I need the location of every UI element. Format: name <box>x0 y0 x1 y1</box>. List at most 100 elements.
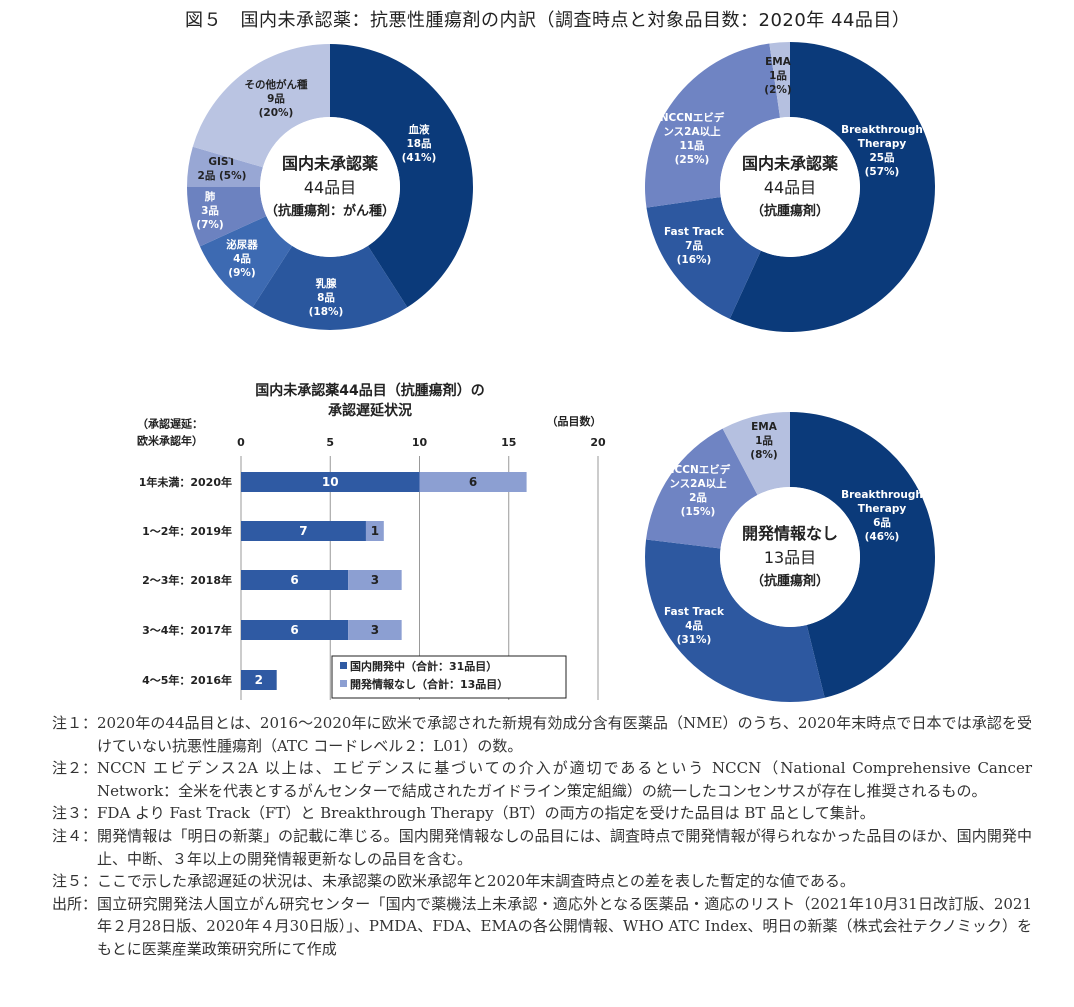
slice-label-line: EMA <box>751 421 778 433</box>
donut-slice <box>645 43 781 208</box>
slice-label-line: 4品 <box>233 253 251 265</box>
slice-label-line: (15%) <box>681 506 716 518</box>
donut-slice <box>646 428 758 549</box>
slice-label: EMA 1品 (2%) <box>764 56 791 96</box>
legend-entry: 国内開発中（合計：31品目） <box>350 659 497 673</box>
slice-label-line: Fast Track <box>664 606 725 618</box>
donut-slice <box>187 187 267 247</box>
donut-slice <box>769 42 790 118</box>
x-tick-label: 5 <box>326 436 334 449</box>
bar-value-label: 6 <box>290 623 298 637</box>
note-item: 出所： 国立研究開発法人国立がん研究センター「国内で薬機法上未承認・適応外となる医… <box>52 893 1032 961</box>
slice-label-line: 2品 (5%) <box>198 170 247 182</box>
x-tick-label: 0 <box>237 436 245 449</box>
note-text: 開発情報は「明日の新薬」の記載に準じる。国内開発情報なしの品目には、調査時点で開… <box>97 826 1032 868</box>
bar-value-label: 1 <box>371 524 379 538</box>
x-tick-label: 20 <box>590 436 606 449</box>
slice-label-line: 11品 <box>679 140 704 152</box>
bar-chart-title-line: 承認遅延状況 <box>328 402 412 419</box>
bar-chart-title: 国内未承認薬44品目（抗腫瘍剤）の承認遅延状況 <box>255 382 484 419</box>
donut-slice <box>729 42 935 332</box>
donut-slice <box>645 539 825 702</box>
slice-label: Fast Track 4品 (31%) <box>664 606 725 646</box>
bar-value-label: 7 <box>299 524 307 538</box>
note-item: 注４： 開発情報は「明日の新薬」の記載に準じる。国内開発情報なしの品目には、調査時… <box>52 825 1032 870</box>
slice-label: Breakthrough Therapy 6品 (46%) <box>841 489 923 543</box>
slice-label-line: Breakthrough <box>841 489 923 501</box>
slice-label-line: NCCNエビデ <box>660 111 725 124</box>
slice-label: 泌尿器 4品 (9%) <box>226 238 258 279</box>
center-label-main: 国内未承認薬 <box>742 154 839 173</box>
x-tick-label: 10 <box>412 436 428 449</box>
bar-value-label: 2 <box>255 673 263 687</box>
bar-segment <box>348 620 402 640</box>
center-label-main: 開発情報なし <box>742 524 838 543</box>
legend-box <box>331 655 567 699</box>
figure-title: 図５ 国内未承認薬：抗悪性腫瘍剤の内訳（調査時点と対象品目数：2020年 44品… <box>185 10 911 31</box>
note-label: 注１： <box>52 714 98 732</box>
center-label-sub: （抗腫瘍剤） <box>751 573 829 589</box>
charts-canvas: 血液 18品 (41%) 乳腺 8品 (18%) 泌尿器 4品 (9%) 肺 3品 (7%) GIST 2… <box>137 42 935 702</box>
note-label: 注４： <box>52 826 98 845</box>
slice-label-line: NCCNエビデ <box>666 463 731 476</box>
note-text: NCCN エビデンス2A 以上は、エビデンスに基づいての介入が適切であるという … <box>97 759 1032 800</box>
bar-segment <box>241 620 349 640</box>
category-label: 2～3年：2018年 <box>142 573 232 587</box>
slice-label-line: ンス2A以上 <box>669 477 727 490</box>
bar-segment <box>241 472 420 492</box>
note-label: 注５： <box>52 872 98 891</box>
slice-label-line: GIST <box>208 156 236 168</box>
bar-value-label: 3 <box>371 573 379 587</box>
donut-designation: Breakthrough Therapy 25品 (57%) Fast Track 7品 (… <box>645 42 935 332</box>
donut-no-dev-info: Breakthrough Therapy 6品 (46%) Fast Track 4品 (3… <box>645 412 935 702</box>
slice-label-line: 7品 <box>685 240 703 252</box>
legend-entry: 開発情報なし（合計：13品目） <box>350 677 508 691</box>
slice-label-line: (20%) <box>259 107 294 119</box>
center-label-main: 国内未承認薬 <box>282 154 379 173</box>
slice-label-line: (57%) <box>865 166 900 178</box>
slice-label: NCCNエビデンス2A以上 11品 (25%) <box>660 111 725 166</box>
center-label-count: 44品目 <box>764 178 816 197</box>
slice-label-line: (9%) <box>228 267 255 279</box>
slice-label-line: (8%) <box>750 449 777 461</box>
slice-label-line: 25品 <box>869 152 894 164</box>
slice-label-line: Therapy <box>858 138 907 150</box>
slice-label-line: Therapy <box>858 503 907 515</box>
bar-chart-title-line: 国内未承認薬44品目（抗腫瘍剤）の <box>255 382 484 399</box>
bar-segment <box>365 521 384 541</box>
bar-legend: 国内開発中（合計：31品目） 開発情報なし（合計：13品目） <box>331 655 567 699</box>
slice-label-line: その他がん種 <box>245 78 308 91</box>
note-item: 注３： FDA より Fast Track（FT）と Breakthrough T… <box>52 802 1032 825</box>
category-label: 1～2年：2019年 <box>142 524 232 538</box>
center-label-count: 13品目 <box>764 548 816 567</box>
slice-label-line: EMA <box>765 56 792 68</box>
donut-hole <box>260 117 400 257</box>
donut-slice <box>187 146 263 187</box>
slice-label-line: 1品 <box>769 70 787 82</box>
slice-label-line: 4品 <box>685 620 703 632</box>
slice-label-line: (46%) <box>865 531 900 543</box>
bar-chart-y-label: （承認遅延： 欧米承認年） <box>137 417 203 448</box>
donut-slice <box>330 44 473 308</box>
bar-chart: 国内未承認薬44品目（抗腫瘍剤）の承認遅延状況 （承認遅延： 欧米承認年） （品目数）… <box>137 382 606 700</box>
bar-segment <box>348 570 402 590</box>
center-label-count: 44品目 <box>304 178 356 197</box>
note-item: 注２： NCCN エビデンス2A 以上は、エビデンスに基づいての介入が適切であると… <box>52 757 1032 802</box>
bar-segment <box>419 472 527 492</box>
bar-value-label: 6 <box>290 573 298 587</box>
slice-label-line: 1品 <box>755 435 773 447</box>
note-text: 2020年の44品目とは、2016～2020年に欧米で承認された新規有効成分含有… <box>97 714 1032 755</box>
slice-label-line: 乳腺 <box>316 277 337 290</box>
donut-slice <box>646 196 761 319</box>
category-label: 1年未満：2020年 <box>139 475 232 489</box>
center-label-sub: （抗腫瘍剤：がん種） <box>265 203 395 219</box>
bar-segment <box>241 521 366 541</box>
slice-label: GIST 2品 (5%) <box>198 156 247 182</box>
center-label-sub: （抗腫瘍剤） <box>751 203 829 219</box>
slice-label-line: (31%) <box>677 634 712 646</box>
slice-label-line: 肺 <box>205 190 216 203</box>
slice-label-line: 2品 <box>689 492 707 504</box>
bar-value-label: 6 <box>469 475 477 489</box>
bar-segment <box>241 670 277 690</box>
